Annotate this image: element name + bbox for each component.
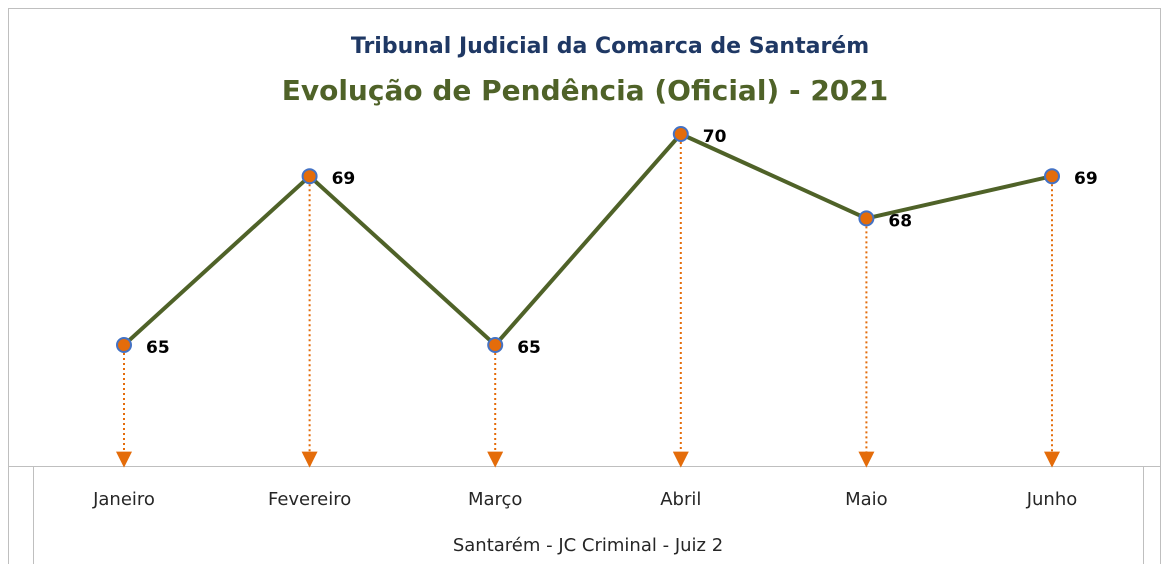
data-point [672, 126, 689, 142]
data-point [301, 168, 318, 185]
x-tick-label: Junho [1026, 489, 1078, 510]
data-point [1044, 168, 1060, 185]
series-line [122, 132, 1053, 347]
data-label: 65 [517, 338, 541, 358]
x-tick-label: Abril [660, 489, 701, 510]
data-point [116, 337, 132, 353]
data-label: 68 [888, 211, 912, 231]
x-tick-label: Fevereiro [268, 489, 351, 510]
chart-subtitle: Evolução de Pendência (Oficial) - 2021 [282, 74, 889, 107]
chart-border [8, 8, 1161, 564]
data-point [858, 210, 875, 227]
data-label: 69 [1074, 169, 1098, 189]
data-label: 70 [703, 127, 727, 147]
x-tick-label: Maio [845, 489, 888, 510]
data-label: 65 [146, 338, 170, 358]
chart-title: Tribunal Judicial da Comarca de Santarém [351, 34, 869, 59]
data-point [487, 337, 504, 353]
x-tick-label: Janeiro [92, 489, 155, 510]
x-tick-label: Março [468, 489, 522, 510]
x-axis-title: Santarém - JC Criminal - Juiz 2 [453, 535, 723, 556]
data-label: 69 [332, 169, 356, 189]
